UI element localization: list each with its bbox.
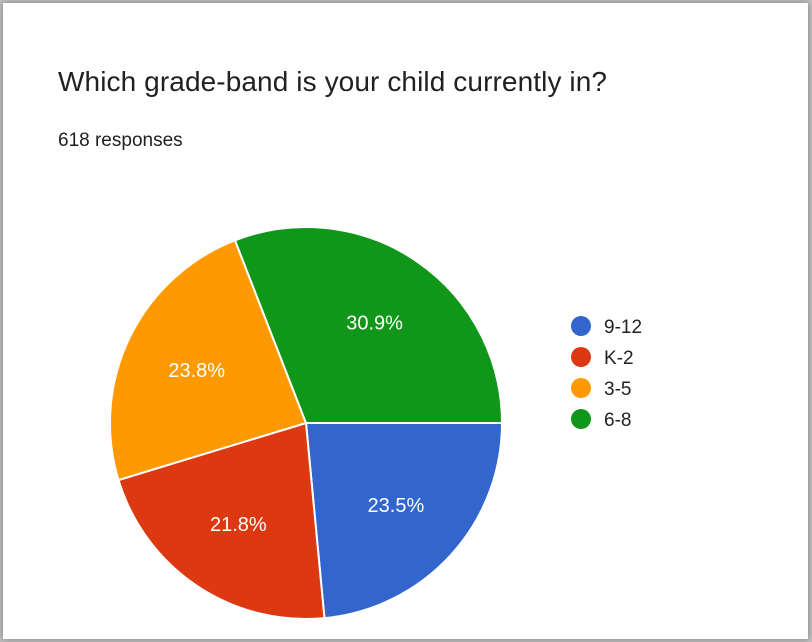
pie-slice-6-8 [233, 226, 504, 424]
slice-percent-label: 30.9% [346, 313, 403, 335]
pie-slice-3-5 [109, 239, 308, 482]
pie-slices [109, 226, 504, 620]
legend-swatch [571, 409, 591, 429]
legend-label: 3-5 [604, 379, 631, 400]
chart-card: Which grade-band is your child currently… [3, 3, 808, 639]
slice-percent-label: 23.5% [368, 495, 425, 517]
pie-chart: 23.5% 21.8% 23.8% 30.9% 9-12 K-2 3-5 6-8 [109, 226, 642, 620]
legend-swatch [571, 378, 591, 398]
pie-slice-labels: 23.5% 21.8% 23.8% 30.9% [168, 313, 424, 536]
legend-swatch [571, 347, 591, 367]
legend-label: 6-8 [604, 410, 631, 431]
response-count: 618 responses [58, 130, 183, 151]
slice-percent-label: 23.8% [168, 360, 225, 382]
pie-slice-9-12 [304, 422, 504, 620]
legend-swatch [571, 316, 591, 336]
pie-slice-k-2 [117, 421, 326, 620]
question-title: Which grade-band is your child currently… [58, 66, 608, 97]
slice-percent-label: 21.8% [210, 514, 267, 536]
legend-label: 9-12 [604, 317, 642, 338]
chart-legend: 9-12 K-2 3-5 6-8 [571, 316, 642, 431]
legend-label: K-2 [604, 348, 634, 369]
